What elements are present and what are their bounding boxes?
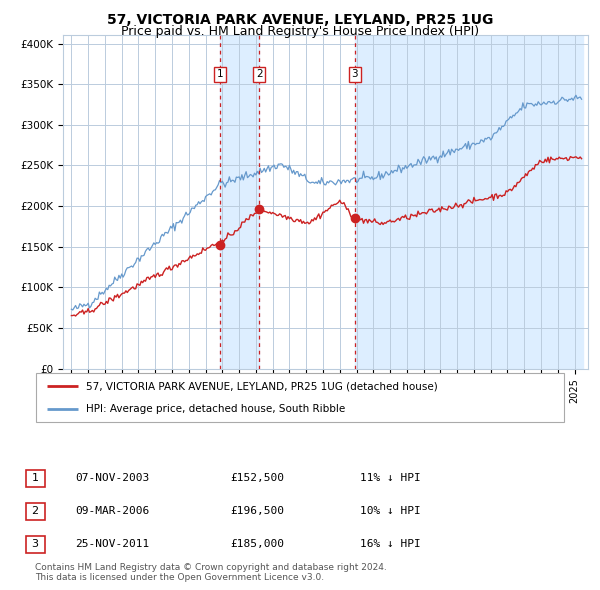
Text: 10% ↓ HPI: 10% ↓ HPI [360, 506, 421, 516]
FancyBboxPatch shape [36, 373, 564, 422]
Text: £196,500: £196,500 [230, 506, 284, 516]
Text: 2: 2 [31, 506, 38, 516]
Text: 1: 1 [32, 473, 38, 483]
Text: 07-NOV-2003: 07-NOV-2003 [75, 473, 149, 483]
Text: 57, VICTORIA PARK AVENUE, LEYLAND, PR25 1UG: 57, VICTORIA PARK AVENUE, LEYLAND, PR25 … [107, 13, 493, 27]
Text: Price paid vs. HM Land Registry's House Price Index (HPI): Price paid vs. HM Land Registry's House … [121, 25, 479, 38]
Text: £185,000: £185,000 [230, 539, 284, 549]
Text: 25-NOV-2011: 25-NOV-2011 [75, 539, 149, 549]
FancyBboxPatch shape [25, 536, 44, 552]
Text: 11% ↓ HPI: 11% ↓ HPI [360, 473, 421, 483]
Bar [355, 35, 583, 369]
Text: 3: 3 [32, 539, 38, 549]
FancyBboxPatch shape [25, 503, 44, 520]
Text: Contains HM Land Registry data © Crown copyright and database right 2024.: Contains HM Land Registry data © Crown c… [35, 562, 387, 572]
Text: £152,500: £152,500 [230, 473, 284, 483]
Text: 57, VICTORIA PARK AVENUE, LEYLAND, PR25 1UG (detached house): 57, VICTORIA PARK AVENUE, LEYLAND, PR25 … [86, 381, 438, 391]
Text: 16% ↓ HPI: 16% ↓ HPI [360, 539, 421, 549]
Text: This data is licensed under the Open Government Licence v3.0.: This data is licensed under the Open Gov… [35, 573, 324, 582]
Bar [220, 35, 259, 369]
Text: 3: 3 [352, 70, 358, 80]
Text: 09-MAR-2006: 09-MAR-2006 [75, 506, 149, 516]
Text: 1: 1 [217, 70, 223, 80]
FancyBboxPatch shape [25, 470, 44, 487]
Text: HPI: Average price, detached house, South Ribble: HPI: Average price, detached house, Sout… [86, 404, 346, 414]
Text: 2: 2 [256, 70, 262, 80]
